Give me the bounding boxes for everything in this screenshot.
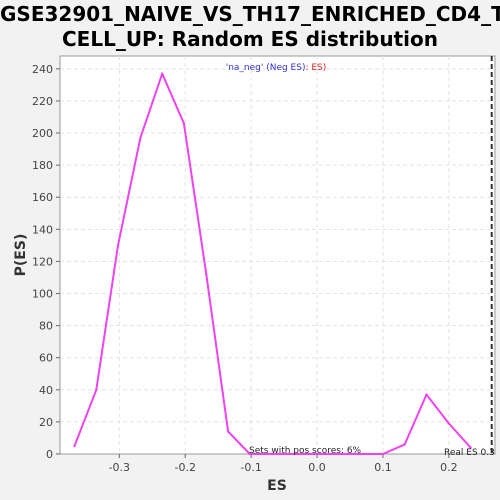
es-point	[205, 273, 208, 276]
y-tick-label: 40	[39, 384, 53, 397]
legend-part2: : ES)	[305, 63, 326, 73]
x-axis-label: ES	[267, 478, 287, 494]
x-tick-label: -0.1	[240, 461, 261, 474]
y-axis-label: P(ES)	[13, 234, 29, 277]
series-group	[73, 72, 472, 456]
es-point	[381, 452, 385, 456]
es-point	[292, 452, 296, 456]
es-point	[182, 122, 186, 125]
legend-part1: 'na_neg' (Neg ES)	[226, 63, 306, 73]
chart-title: GSE32901_NAIVE_VS_TH17_ENRICHED_CD4_T CE…	[0, 2, 500, 52]
x-axis-ticks: -0.3 -0.2 -0.1 0.0 0.1 0.2	[109, 454, 458, 474]
y-tick-label: 60	[39, 352, 53, 365]
es-point	[359, 452, 362, 456]
y-axis-ticks: 0 20 40 60 80 100 120 140 160 180 200 220 240	[32, 63, 60, 461]
es-point	[248, 452, 251, 456]
y-tick-label: 180	[32, 159, 53, 172]
es-point	[425, 393, 428, 396]
y-tick-label: 80	[39, 320, 53, 333]
y-tick-label: 220	[32, 95, 53, 108]
chart-title-line1: GSE32901_NAIVE_VS_TH17_ENRICHED_CD4_T	[0, 2, 500, 26]
es-point	[447, 422, 451, 425]
x-tick-label: 0.0	[308, 461, 326, 474]
y-tick-label: 160	[32, 191, 53, 204]
pos-scores-annotation: Sets with pos scores: 6%	[249, 446, 362, 456]
real-es-annotation: Real ES 0.3	[444, 448, 495, 458]
es-point	[161, 72, 164, 75]
chart-title-line2: CELL_UP: Random ES distribution	[61, 27, 438, 51]
es-point	[95, 388, 98, 391]
x-tick-label: -0.2	[174, 461, 195, 474]
x-tick-label: 0.1	[374, 461, 392, 474]
es-point	[469, 446, 472, 449]
es-point	[73, 444, 76, 448]
y-tick-label: 120	[32, 255, 53, 268]
plot-area	[59, 55, 496, 455]
y-tick-label: 0	[46, 448, 53, 461]
legend-text: 'na_neg' (Neg ES): ES)	[226, 63, 327, 73]
es-point	[315, 452, 319, 456]
es-point	[139, 136, 142, 139]
x-tick-label: 0.2	[440, 461, 458, 474]
y-tick-label: 140	[32, 223, 53, 236]
es-point	[337, 452, 340, 456]
x-tick-label: -0.3	[109, 461, 130, 474]
grid	[60, 56, 495, 454]
y-tick-label: 240	[32, 63, 53, 76]
es-point	[271, 452, 274, 456]
es-point	[226, 430, 230, 433]
es-point	[403, 443, 406, 446]
y-tick-label: 100	[32, 288, 53, 301]
y-tick-label: 20	[39, 416, 53, 429]
y-tick-label: 200	[32, 127, 53, 140]
es-point	[116, 244, 120, 247]
